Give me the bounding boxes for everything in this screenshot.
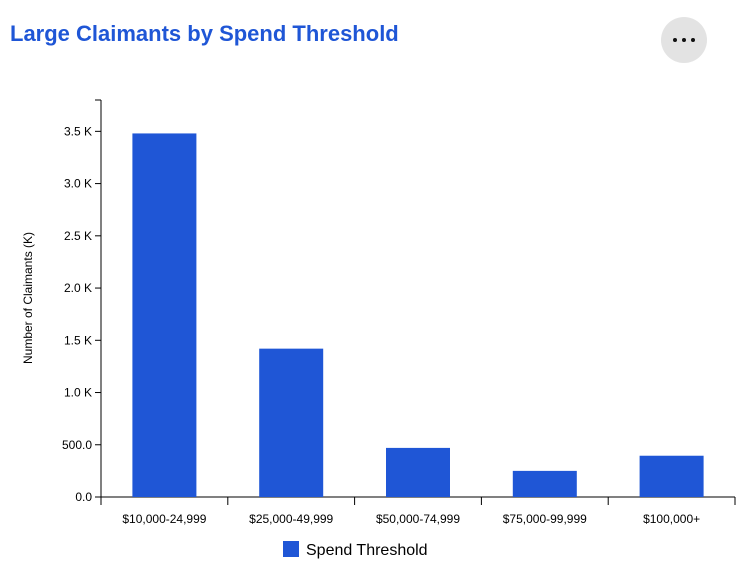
legend-label: Spend Threshold	[306, 542, 428, 559]
bar-series	[132, 133, 704, 497]
x-tick-label: $50,000-74,999	[376, 512, 460, 526]
legend-swatch	[283, 541, 299, 557]
more-options-button[interactable]	[661, 17, 707, 63]
y-tick-label: 500.0	[62, 438, 92, 452]
x-tick-label: $100,000+	[643, 512, 700, 526]
y-axis-label: Number of Claimants (K)	[21, 232, 35, 364]
bar	[639, 455, 704, 497]
legend[interactable]: Spend Threshold	[283, 541, 428, 559]
x-tick-label: $10,000-24,999	[122, 512, 206, 526]
y-tick-label: 3.0 K	[64, 177, 92, 191]
y-tick-label: 0.0	[75, 490, 92, 504]
y-tick-label: 3.5 K	[64, 124, 92, 138]
y-tick-label: 2.5 K	[64, 229, 92, 243]
bar	[132, 133, 197, 497]
x-tick-label: $25,000-49,999	[249, 512, 333, 526]
x-tick-label: $75,000-99,999	[503, 512, 587, 526]
bar	[386, 447, 450, 497]
y-tick-label: 1.0 K	[64, 386, 92, 400]
chart-title: Large Claimants by Spend Threshold	[10, 21, 399, 46]
y-axis: 0.0 500.0 1.0 K 1.5 K 2.0 K 2.5 K 3.0 K 3.5 K	[62, 99, 102, 504]
more-horizontal-icon	[673, 38, 695, 42]
y-tick-label: 2.0 K	[64, 281, 92, 295]
bar	[512, 470, 577, 497]
y-tick-label: 1.5 K	[64, 333, 92, 347]
bar	[259, 348, 324, 497]
x-axis: $10,000-24,999 $25,000-49,999 $50,000-74,9…	[100, 496, 736, 526]
